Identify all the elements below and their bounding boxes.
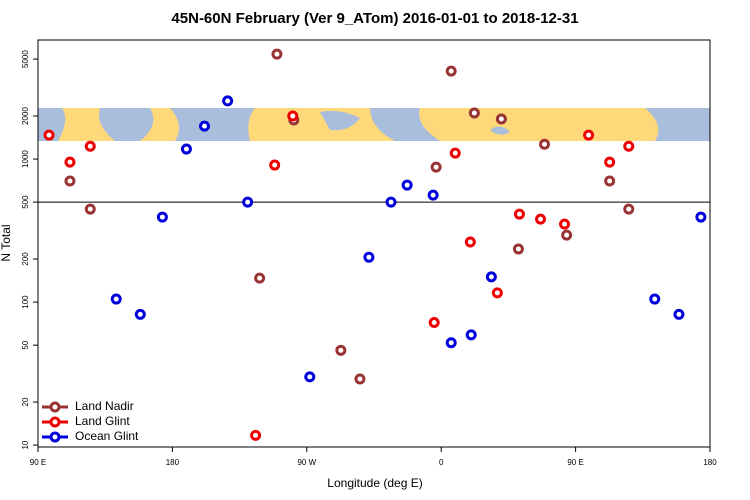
point xyxy=(465,329,477,341)
legend-marker xyxy=(49,401,61,413)
point xyxy=(242,196,254,208)
legend-label: Land Glint xyxy=(75,414,130,428)
point xyxy=(134,308,146,320)
point xyxy=(430,161,442,173)
point xyxy=(491,287,503,299)
y-tick-label: 5000 xyxy=(21,50,30,68)
point xyxy=(535,213,547,225)
x-axis-label: Longitude (deg E) xyxy=(327,476,422,490)
point xyxy=(559,218,571,230)
point xyxy=(428,316,440,328)
point xyxy=(354,373,366,385)
point xyxy=(250,429,262,441)
y-tick-label: 200 xyxy=(21,252,30,266)
point xyxy=(583,129,595,141)
point xyxy=(156,211,168,223)
point xyxy=(222,95,234,107)
point xyxy=(623,140,635,152)
point xyxy=(269,159,281,171)
point xyxy=(464,236,476,248)
x-tick-label: 90 W xyxy=(297,458,316,467)
point xyxy=(180,143,192,155)
point xyxy=(363,251,375,263)
legend-label: Ocean Glint xyxy=(75,429,139,443)
point xyxy=(604,156,616,168)
x-tick-label: 90 E xyxy=(567,458,583,467)
chart-title: 45N-60N February (Ver 9_ATom) 2016-01-01… xyxy=(171,10,578,27)
plot-frame xyxy=(37,39,711,448)
y-tick-label: 50 xyxy=(21,340,30,349)
point xyxy=(385,196,397,208)
point xyxy=(449,147,461,159)
point xyxy=(43,129,55,141)
point xyxy=(495,113,507,125)
point xyxy=(84,140,96,152)
point xyxy=(335,344,347,356)
point xyxy=(401,179,413,191)
y-tick-label: 500 xyxy=(21,195,30,209)
point xyxy=(468,107,480,119)
point xyxy=(110,293,122,305)
point xyxy=(304,371,316,383)
legend-label: Land Nadir xyxy=(75,399,134,413)
point xyxy=(64,156,76,168)
point xyxy=(513,208,525,220)
point xyxy=(287,110,299,122)
point xyxy=(561,229,573,241)
point xyxy=(84,203,96,215)
x-tick-label: 180 xyxy=(166,458,180,467)
point xyxy=(512,243,524,255)
point xyxy=(695,211,707,223)
point xyxy=(604,175,616,187)
point xyxy=(623,203,635,215)
y-tick-label: 20 xyxy=(21,397,30,406)
legend-marker xyxy=(49,416,61,428)
point xyxy=(445,65,457,77)
point xyxy=(649,293,661,305)
x-tick-label: 90 E xyxy=(30,458,46,467)
y-tick-label: 100 xyxy=(21,295,30,309)
point xyxy=(445,337,457,349)
point xyxy=(539,138,551,150)
y-tick-label: 1000 xyxy=(21,150,30,168)
y-tick-label: 10 xyxy=(21,440,30,449)
y-tick-label: 2000 xyxy=(21,107,30,125)
legend-marker xyxy=(49,431,61,443)
point xyxy=(271,48,283,60)
point xyxy=(427,189,439,201)
point xyxy=(199,120,211,132)
point xyxy=(673,308,685,320)
point xyxy=(254,272,266,284)
y-axis-label: N Total xyxy=(0,224,13,261)
point xyxy=(64,175,76,187)
point xyxy=(485,271,497,283)
x-tick-label: 180 xyxy=(703,458,717,467)
map-strip xyxy=(38,108,710,141)
x-tick-label: 0 xyxy=(439,458,444,467)
